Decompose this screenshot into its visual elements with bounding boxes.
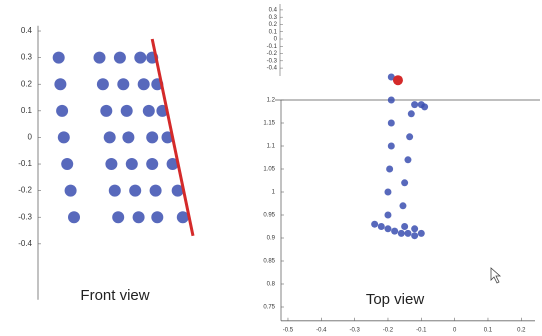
y-tick-label: 0.85: [263, 259, 275, 265]
point: [371, 221, 378, 228]
point: [134, 52, 146, 64]
x-tick-label: -0.2: [383, 327, 394, 333]
y-tick-label: -0.1: [18, 159, 32, 168]
point: [404, 156, 411, 163]
point: [65, 185, 77, 197]
caption: Top view: [366, 291, 425, 308]
point: [53, 52, 65, 64]
point: [411, 232, 418, 239]
x-tick-label: 0.2: [517, 327, 526, 333]
y-tick-label: 1.1: [267, 144, 276, 150]
point: [406, 133, 413, 140]
y-tick-label: -0.4: [18, 239, 32, 248]
point: [133, 211, 145, 223]
page: {"chart_data": [ {"type": "scatter", "ti…: [0, 0, 542, 336]
point: [94, 52, 106, 64]
x-tick-label: 0: [453, 327, 457, 333]
inset-tick-label: 0.1: [269, 29, 278, 35]
point: [117, 78, 129, 90]
point: [100, 105, 112, 117]
y-tick-label: 0.4: [21, 26, 33, 35]
y-tick-label: 1.2: [267, 98, 276, 104]
point: [388, 143, 395, 150]
cursor: [491, 268, 500, 283]
point: [388, 120, 395, 127]
inset-tick-label: -0.2: [267, 51, 278, 57]
point: [143, 105, 155, 117]
point: [388, 97, 395, 104]
x-tick-label: -0.5: [283, 327, 294, 333]
inset-tick-label: 0.2: [269, 22, 278, 28]
point: [398, 230, 405, 237]
line: [152, 39, 193, 236]
point: [121, 105, 133, 117]
y-tick-label: 1: [272, 190, 276, 196]
point: [104, 131, 116, 143]
y-tick-label: -0.3: [18, 212, 32, 221]
point: [384, 212, 391, 219]
inset-tick-label: -0.4: [267, 66, 278, 72]
point: [411, 101, 418, 108]
y-tick-label: 1.15: [263, 121, 275, 127]
inset-tick-label: 0.3: [269, 15, 278, 21]
y-tick-label: 1.05: [263, 167, 275, 173]
figure: Front view Top view 0.40.30.20.10-0.1-0.…: [0, 0, 542, 336]
inset-tick-label: -0.1: [267, 44, 278, 50]
x-tick-label: -0.3: [349, 327, 360, 333]
y-tick-label: 0.3: [21, 53, 33, 62]
point: [61, 158, 73, 170]
point: [97, 78, 109, 90]
point: [138, 78, 150, 90]
y-tick-label: -0.2: [18, 186, 32, 195]
point: [151, 211, 163, 223]
x-tick-label: -0.1: [416, 327, 427, 333]
x-tick-label: 0.1: [484, 327, 493, 333]
point: [384, 189, 391, 196]
caption: Front view: [80, 287, 149, 304]
point: [411, 225, 418, 232]
point: [114, 52, 126, 64]
point: [146, 158, 158, 170]
point: [146, 131, 158, 143]
point: [418, 230, 425, 237]
inset-tick-label: 0: [274, 37, 278, 43]
point: [404, 230, 411, 237]
y-tick-label: 0: [28, 133, 33, 142]
point: [401, 179, 408, 186]
point: [421, 103, 428, 110]
point: [68, 211, 80, 223]
point: [384, 225, 391, 232]
point: [56, 105, 68, 117]
x-tick-label: -0.4: [316, 327, 327, 333]
point: [112, 211, 124, 223]
inset-tick-label: 0.4: [269, 7, 278, 13]
point: [393, 75, 403, 85]
y-tick-label: 0.95: [263, 213, 275, 219]
point: [109, 185, 121, 197]
y-tick-label: 0.2: [21, 79, 33, 88]
inset-tick-label: -0.3: [267, 58, 278, 64]
point: [408, 110, 415, 117]
point: [54, 78, 66, 90]
point: [150, 185, 162, 197]
point: [399, 202, 406, 209]
point: [378, 223, 385, 230]
y-tick-label: 0.1: [21, 106, 33, 115]
y-tick-label: 0.9: [267, 236, 276, 242]
y-tick-label: 0.75: [263, 305, 275, 311]
point: [129, 185, 141, 197]
y-tick-label: 0.8: [267, 282, 276, 288]
point: [122, 131, 134, 143]
point: [401, 223, 408, 230]
point: [386, 166, 393, 173]
point: [391, 228, 398, 235]
point: [126, 158, 138, 170]
point: [58, 131, 70, 143]
point: [105, 158, 117, 170]
